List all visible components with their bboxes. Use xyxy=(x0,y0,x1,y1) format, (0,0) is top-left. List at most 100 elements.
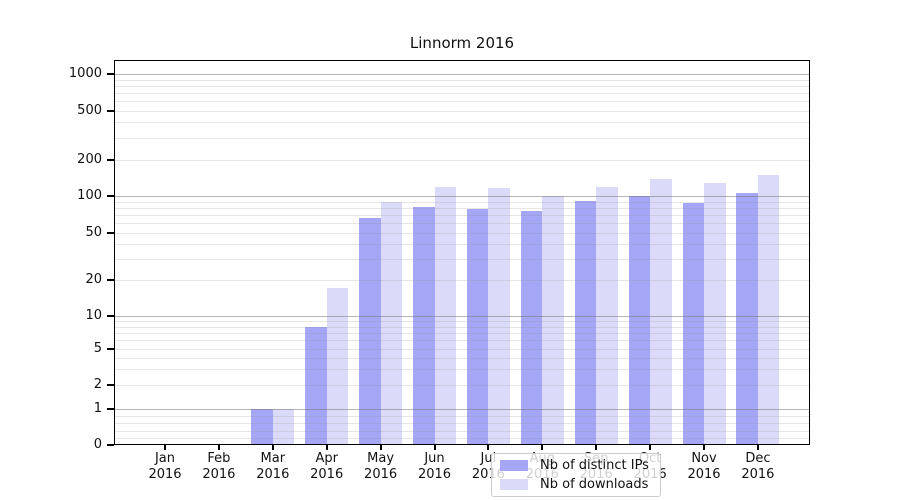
y-tick-mark xyxy=(107,232,114,234)
x-tick-mark xyxy=(217,445,220,450)
gridline-3 xyxy=(114,369,810,371)
x-tick-label-jan: Jan 2016 xyxy=(148,451,182,482)
gridline-20 xyxy=(114,280,810,281)
y-tick-mark xyxy=(107,348,114,350)
bar-ips-aug xyxy=(520,211,543,445)
y-tick-mark xyxy=(107,408,114,410)
gridline-400 xyxy=(114,122,810,124)
bar-ips-may xyxy=(359,218,381,445)
y-tick-label-10: 10 xyxy=(85,308,102,323)
gridline-0.2 xyxy=(114,437,810,439)
y-tick-label-50: 50 xyxy=(85,225,102,240)
bar-downloads-aug xyxy=(542,196,564,445)
gridline-900 xyxy=(114,79,810,81)
x-tick-mark xyxy=(649,445,652,450)
bar-ips-oct xyxy=(628,196,651,445)
bar-ips-sep xyxy=(574,201,597,445)
gridline-1000 xyxy=(114,74,810,75)
gridline-600 xyxy=(114,100,810,102)
bar-ips-jun xyxy=(413,206,435,445)
gridline-100 xyxy=(114,196,810,197)
x-tick-label-dec: Dec 2016 xyxy=(741,451,775,482)
gridline-1 xyxy=(114,409,810,410)
y-tick-mark xyxy=(107,195,114,197)
plot-area: Nb of distinct IPs Nb of downloads xyxy=(114,60,810,497)
x-tick-mark xyxy=(271,445,274,450)
y-tick-label-200: 200 xyxy=(77,151,102,167)
bar-ips-mar xyxy=(251,409,273,445)
y-tick-label-0: 0 xyxy=(93,437,102,452)
bar-downloads-may xyxy=(380,202,403,445)
bar-ips-jul xyxy=(466,209,489,445)
y-tick-mark xyxy=(107,109,114,112)
x-tick-label-mar: Mar 2016 xyxy=(256,451,290,482)
gridline-90 xyxy=(114,201,810,203)
gridline-500 xyxy=(114,110,810,112)
bar-downloads-oct xyxy=(650,179,672,445)
x-tick-mark xyxy=(595,445,598,450)
y-tick-label-5: 5 xyxy=(93,341,102,356)
y-tick-label-1000: 1000 xyxy=(68,66,102,81)
y-tick-mark xyxy=(107,73,114,75)
gridline-700 xyxy=(114,92,810,94)
y-tick-label-500: 500 xyxy=(77,102,102,118)
x-tick-mark xyxy=(703,445,705,450)
gridline-7 xyxy=(114,332,810,334)
y-tick-mark xyxy=(107,158,114,161)
gridline-5 xyxy=(114,349,810,350)
bar-downloads-nov xyxy=(704,183,726,445)
y-tick-mark xyxy=(107,279,114,281)
x-tick-mark xyxy=(756,445,759,450)
y-tick-mark xyxy=(107,315,114,317)
bar-ips-apr xyxy=(305,326,327,445)
gridline-800 xyxy=(114,85,810,87)
gridline-30 xyxy=(114,259,810,261)
x-tick-mark xyxy=(325,445,328,450)
legend: Nb of distinct IPs Nb of downloads xyxy=(491,453,661,497)
gridline-8 xyxy=(114,326,810,328)
gridline-2 xyxy=(114,385,810,386)
x-tick-label-feb: Feb 2016 xyxy=(202,451,236,482)
legend-label-distinct-ips: Nb of distinct IPs xyxy=(540,458,649,473)
x-tick-mark xyxy=(541,445,544,450)
x-tick-mark xyxy=(433,445,436,450)
gridline-0.6 xyxy=(114,423,810,425)
x-tick-mark xyxy=(164,445,166,450)
bar-downloads-mar xyxy=(272,409,295,445)
bar-ips-nov xyxy=(682,202,704,445)
legend-swatch-downloads xyxy=(500,479,528,490)
gridline-10 xyxy=(114,316,810,317)
x-tick-label-nov: Nov 2016 xyxy=(687,451,721,482)
y-tick-label-2: 2 xyxy=(93,377,102,392)
gridline-200 xyxy=(114,159,810,161)
bar-ips-dec xyxy=(736,192,758,445)
y-tick-label-1: 1 xyxy=(93,401,102,416)
x-tick-mark xyxy=(487,445,490,450)
y-tick-mark xyxy=(107,384,114,386)
gridline-0.4 xyxy=(114,430,810,432)
gridline-70 xyxy=(114,215,810,217)
y-tick-label-100: 100 xyxy=(77,188,102,203)
bar-downloads-apr xyxy=(326,288,349,445)
chart-title: Linnorm 2016 xyxy=(409,34,515,52)
gridline-6 xyxy=(114,340,810,342)
gridline-9 xyxy=(114,321,810,323)
y-tick-label-20: 20 xyxy=(85,272,102,287)
gridline-60 xyxy=(114,223,810,225)
y-tick-mark xyxy=(107,444,114,446)
gridline-0.8 xyxy=(114,416,810,418)
gridline-300 xyxy=(114,137,810,139)
gridline-4 xyxy=(114,357,810,359)
x-tick-label-apr: Apr 2016 xyxy=(310,451,344,482)
legend-label-downloads: Nb of downloads xyxy=(540,477,649,492)
x-tick-label-jun: Jun 2016 xyxy=(417,451,452,482)
gridline-80 xyxy=(114,207,810,209)
legend-item-downloads: Nb of downloads xyxy=(500,477,652,493)
legend-item-distinct-ips: Nb of distinct IPs xyxy=(500,458,652,474)
x-tick-mark xyxy=(379,445,382,450)
x-tick-label-may: May 2016 xyxy=(364,451,398,482)
legend-swatch-distinct-ips xyxy=(500,460,528,471)
bar-downloads-dec xyxy=(757,175,780,445)
gridline-50 xyxy=(114,233,810,234)
